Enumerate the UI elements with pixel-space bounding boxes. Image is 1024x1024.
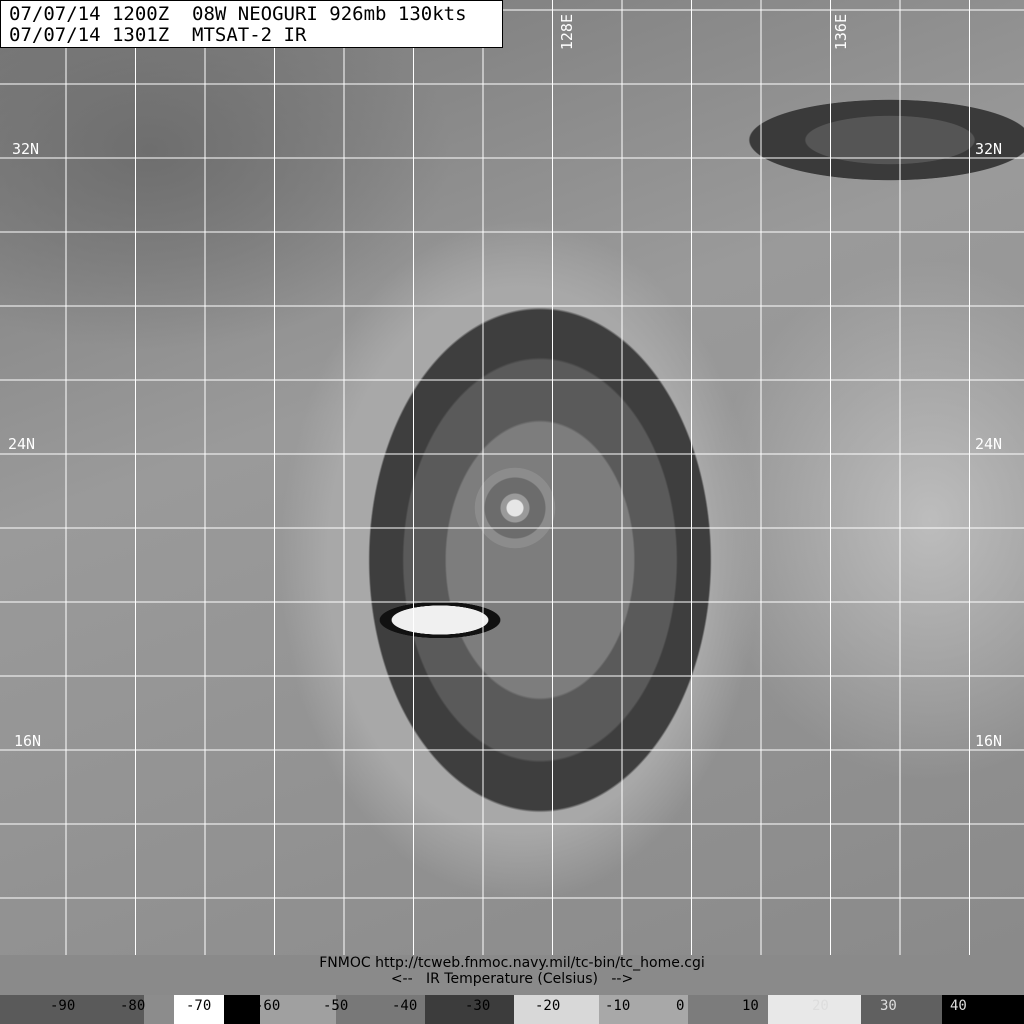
lat-label-24n-right: 24N [975,435,1003,453]
colorbar-tick-label: -50 [323,998,349,1014]
storm-info-header: 07/07/14 1200Z 08W NEOGURI 926mb 130kts 0… [0,0,503,48]
colorbar-tick-label: 10 [742,998,759,1014]
colorbar-tick-label: 0 [676,998,685,1014]
colorbar-tick-label: 20 [812,998,829,1014]
colorbar-tick-label: -10 [605,998,631,1014]
colorbar-segment [143,995,174,1024]
colorbar-segment [598,995,688,1024]
temperature-colorbar [0,995,1024,1024]
colorbar-tick-label: -80 [120,998,146,1014]
ir-satellite-imagery [0,0,1024,955]
colorbar-tick-label: -60 [255,998,281,1014]
colorbar-segment [514,995,599,1024]
lat-label-32n-left: 32N [12,140,40,158]
lat-label-16n-right: 16N [975,732,1003,750]
lat-lon-grid [0,0,1024,955]
colorbar-tick-label: -70 [186,998,212,1014]
legend-title: <-- IR Temperature (Celsius) --> [390,971,634,987]
lat-label-16n-left: 16N [14,732,42,750]
colorbar-segment [173,995,225,1024]
colorbar-segment [687,995,769,1024]
colorbar-segment [861,995,942,1024]
colorbar-tick-label: -30 [465,998,491,1014]
colorbar-segment [0,995,144,1024]
colorbar-segment [224,995,261,1024]
footer: FNMOC http://tcweb.fnmoc.navy.mil/tc-bin… [0,955,1024,989]
colorbar-segment [768,995,862,1024]
colorbar-tick-label: -90 [50,998,76,1014]
colorbar-segment [260,995,337,1024]
lon-label-136e: 136E [832,14,850,51]
satellite-info-line: 07/07/14 1301Z MTSAT-2 IR [9,24,307,46]
colorbar-segment [336,995,426,1024]
colorbar-tick-label: -20 [535,998,561,1014]
colorbar-segment [425,995,515,1024]
colorbar-segment [941,995,1024,1024]
lat-label-32n-right: 32N [975,140,1003,158]
colorbar-tick-label: 40 [950,998,967,1014]
source-url: FNMOC http://tcweb.fnmoc.navy.mil/tc-bin… [319,955,705,971]
colorbar-tick-label: -40 [392,998,418,1014]
lon-label-128e: 128E [558,14,576,51]
colorbar-tick-label: 30 [880,998,897,1014]
lat-label-24n-left: 24N [8,435,36,453]
storm-info-line: 07/07/14 1200Z 08W NEOGURI 926mb 130kts [9,3,467,25]
